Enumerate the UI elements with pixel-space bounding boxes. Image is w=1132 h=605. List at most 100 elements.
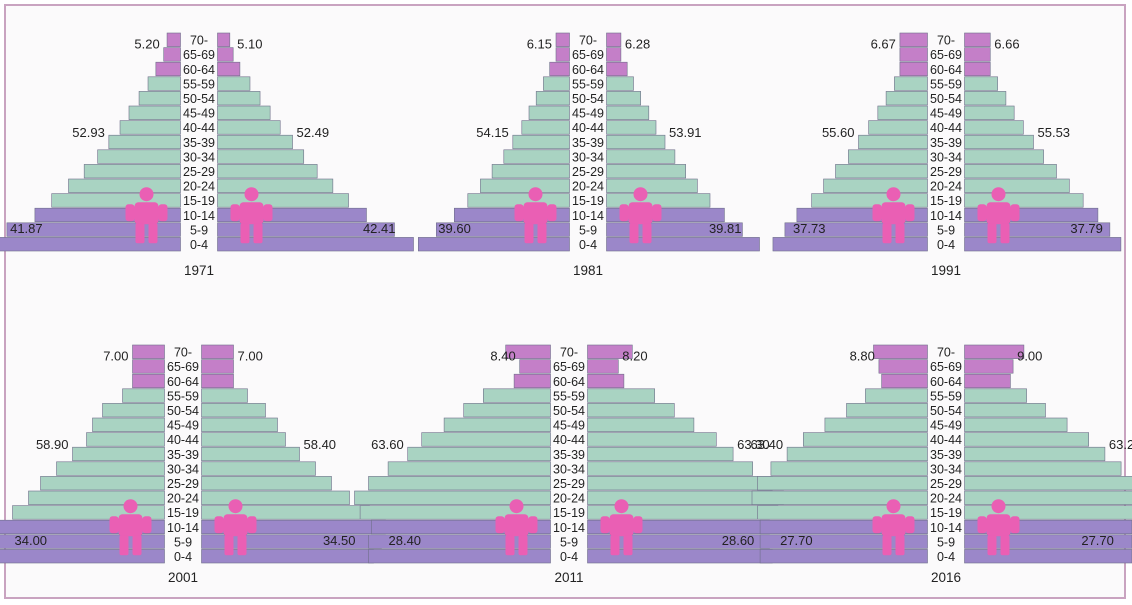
bar-left-20-24 xyxy=(68,178,181,193)
age-tick-label: 60-64 xyxy=(930,375,962,389)
age-tick-label: 20-24 xyxy=(553,492,585,506)
bar-left-30-34 xyxy=(387,461,551,476)
age-tick-label: 50-54 xyxy=(930,92,962,106)
person-arm-right xyxy=(633,516,643,534)
person-arm-left xyxy=(872,516,882,534)
bar-left-35-39 xyxy=(512,134,570,150)
person-arm-right xyxy=(158,204,168,222)
person-head xyxy=(123,499,138,514)
bar-right-70- xyxy=(217,32,231,47)
children-share-left-label: 34.00 xyxy=(15,533,48,548)
working-share-right-label: 63.20 xyxy=(1109,437,1132,452)
person-torso xyxy=(986,514,1011,537)
person-figure-icon xyxy=(977,499,1020,556)
bar-right-25-29 xyxy=(587,476,773,491)
age-tick-label: 0-4 xyxy=(579,238,597,252)
age-tick-label: 60-64 xyxy=(572,63,604,77)
bar-left-30-34 xyxy=(848,149,928,164)
bar-left-70- xyxy=(166,32,181,47)
bar-left-25-29 xyxy=(83,164,181,179)
bar-left-55-59 xyxy=(865,388,928,403)
bar-right-60-64 xyxy=(606,61,628,77)
person-leg-right xyxy=(623,535,633,556)
bar-right-40-44 xyxy=(606,120,657,135)
bar-left-35-39 xyxy=(858,134,928,150)
bar-right-35-39 xyxy=(587,446,734,462)
bar-left-45-49 xyxy=(528,105,570,120)
age-tick-label: 5-9 xyxy=(937,535,955,549)
age-tick-label: 60-64 xyxy=(930,63,962,77)
person-head xyxy=(509,499,524,514)
working-share-left-label: 63.60 xyxy=(371,437,404,452)
bar-right-55-59 xyxy=(217,76,251,91)
bar-right-40-44 xyxy=(201,432,286,447)
person-arm-right xyxy=(1010,516,1020,534)
bar-left-65-69 xyxy=(132,359,165,374)
age-tick-label: 70- xyxy=(174,346,192,360)
age-tick-label: 15-19 xyxy=(167,506,199,520)
person-figure-icon xyxy=(977,187,1020,244)
bar-right-20-24 xyxy=(964,178,1070,193)
person-arm-right xyxy=(528,516,538,534)
person-torso xyxy=(134,202,159,225)
bar-right-45-49 xyxy=(964,417,1068,432)
bar-left-45-49 xyxy=(92,417,165,432)
bar-right-40-44 xyxy=(217,120,281,135)
person-torso xyxy=(504,514,529,537)
bar-left-0-4 xyxy=(0,237,181,252)
age-tick-label: 60-64 xyxy=(167,375,199,389)
bar-left-45-49 xyxy=(128,105,181,120)
bar-right-35-39 xyxy=(964,446,1106,462)
age-tick-label: 50-54 xyxy=(183,92,215,106)
age-tick-label: 25-29 xyxy=(572,165,604,179)
age-tick-label: 15-19 xyxy=(930,506,962,520)
bar-left-30-34 xyxy=(503,149,570,164)
age-tick-label: 25-29 xyxy=(930,477,962,491)
elderly-share-right-label: 8.20 xyxy=(622,349,647,364)
pyramid-year-label: 2016 xyxy=(931,570,961,585)
age-tick-label: 65-69 xyxy=(167,360,199,374)
bar-left-70- xyxy=(555,32,570,47)
person-torso xyxy=(118,514,143,537)
person-leg-right xyxy=(237,535,247,556)
age-tick-label: 10-14 xyxy=(572,209,604,223)
age-tick-label: 70- xyxy=(579,34,597,48)
person-figure-icon xyxy=(125,187,168,244)
person-leg-left xyxy=(882,535,892,556)
person-head xyxy=(633,187,648,202)
age-tick-label: 5-9 xyxy=(190,223,208,237)
bar-right-45-49 xyxy=(217,105,271,120)
person-head xyxy=(228,499,243,514)
age-tick-label: 0-4 xyxy=(937,238,955,252)
bar-left-15-19 xyxy=(359,505,551,520)
bar-left-40-44 xyxy=(421,432,551,447)
bar-left-60-64 xyxy=(132,373,165,389)
bar-right-40-44 xyxy=(964,432,1089,447)
person-torso xyxy=(223,514,248,537)
person-figure-icon xyxy=(872,187,915,244)
children-share-left-label: 37.73 xyxy=(793,221,826,236)
bar-left-30-34 xyxy=(97,149,181,164)
age-tick-label: 25-29 xyxy=(553,477,585,491)
person-arm-right xyxy=(1010,204,1020,222)
age-tick-label: 35-39 xyxy=(553,448,585,462)
person-head xyxy=(528,187,543,202)
bar-right-65-69 xyxy=(217,47,234,62)
elderly-share-left-label: 6.15 xyxy=(527,37,552,52)
bar-left-55-59 xyxy=(147,76,181,91)
age-tick-label: 5-9 xyxy=(579,223,597,237)
bar-left-25-29 xyxy=(368,476,551,491)
population-pyramid-1971: 70-65-6960-6455-5950-5445-4940-4435-3930… xyxy=(0,32,414,278)
age-tick-label: 5-9 xyxy=(174,535,192,549)
children-share-right-label: 34.50 xyxy=(323,533,356,548)
age-tick-label: 40-44 xyxy=(572,121,604,135)
person-figure-icon xyxy=(600,499,643,556)
pyramid-year-label: 1981 xyxy=(573,263,603,278)
bar-left-60-64 xyxy=(881,373,928,389)
age-tick-label: 55-59 xyxy=(167,389,199,403)
bar-right-65-69 xyxy=(606,47,622,62)
person-leg-right xyxy=(642,223,652,244)
working-share-right-label: 53.91 xyxy=(669,125,702,140)
age-tick-label: 20-24 xyxy=(183,180,215,194)
elderly-share-left-label: 6.67 xyxy=(871,37,896,52)
